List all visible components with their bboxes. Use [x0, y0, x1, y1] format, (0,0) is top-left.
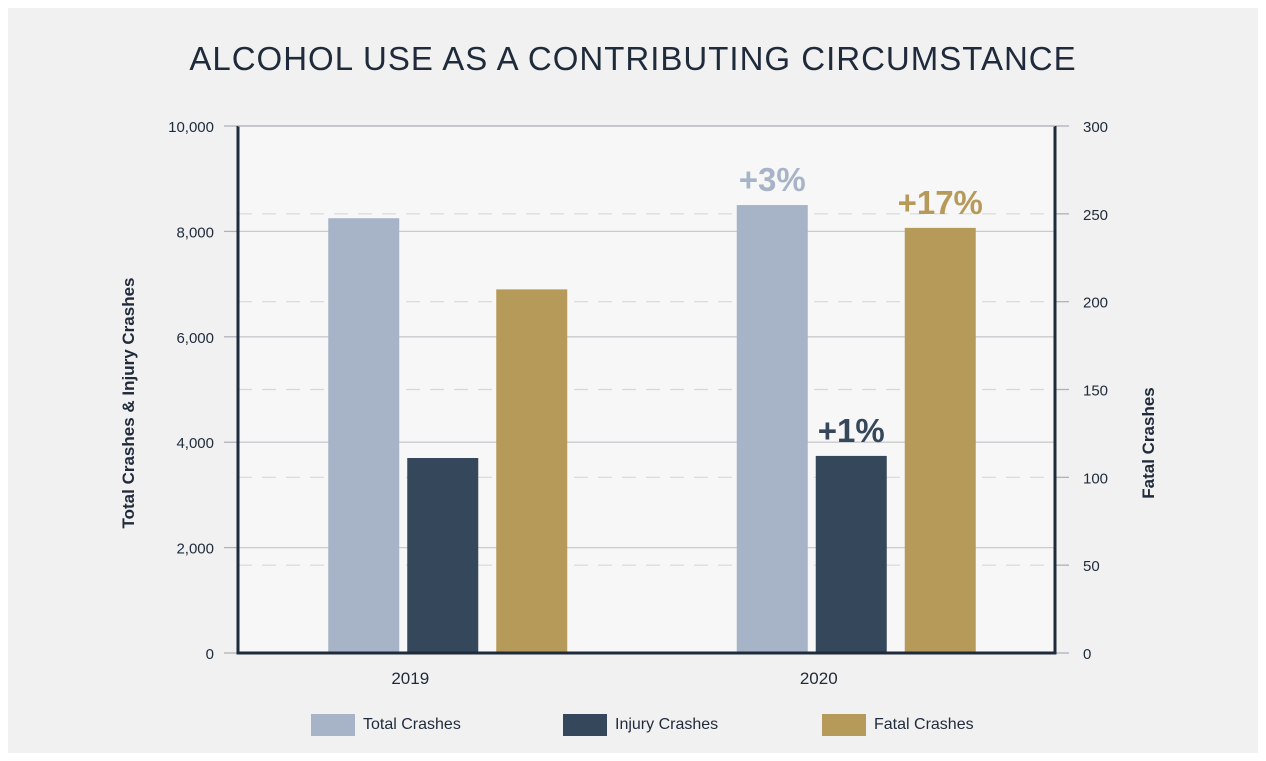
chart-title: ALCOHOL USE AS A CONTRIBUTING CIRCUMSTAN… [189, 40, 1077, 77]
y-right-axis-title: Fatal Crashes [1139, 387, 1158, 499]
bar-total-crashes-2019 [328, 218, 400, 653]
y-left-axis-title: Total Crashes & Injury Crashes [119, 278, 138, 529]
y-right-tick-label: 0 [1083, 646, 1091, 663]
data-label-injury-crashes-2020: +1% [818, 412, 885, 449]
y-left-tick-label: 8,000 [176, 224, 214, 241]
y-left-tick-label: 2,000 [176, 541, 214, 558]
y-right-tick-label: 200 [1083, 295, 1108, 312]
y-right-tick-label: 300 [1083, 119, 1108, 136]
x-tick-label-2019: 2019 [391, 669, 429, 688]
x-tick-label-2020: 2020 [800, 669, 838, 688]
bar-fatal-crashes-2019 [496, 289, 568, 653]
bar-injury-crashes-2019 [407, 458, 479, 653]
legend-swatch-injury-crashes [563, 714, 607, 736]
legend: Total Crashes Injury Crashes Fatal Crash… [0, 714, 1266, 740]
y-left-tick-label: 0 [206, 646, 214, 663]
y-left-tick-label: 4,000 [176, 435, 214, 452]
legend-item-fatal-crashes: Fatal Crashes [822, 714, 974, 736]
legend-item-total-crashes: Total Crashes [311, 714, 461, 736]
legend-label-total-crashes: Total Crashes [363, 716, 461, 733]
y-right-tick-label: 100 [1083, 470, 1108, 487]
y-right-tick-label: 150 [1083, 383, 1108, 400]
legend-item-injury-crashes: Injury Crashes [563, 714, 718, 736]
legend-label-injury-crashes: Injury Crashes [615, 716, 719, 733]
bar-fatal-crashes-2020 [904, 227, 976, 654]
y-right-tick-label: 50 [1083, 558, 1100, 575]
y-left-tick-label: 10,000 [168, 119, 214, 136]
legend-swatch-fatal-crashes [822, 714, 866, 736]
bar-injury-crashes-2020 [815, 455, 887, 653]
y-left-tick-label: 6,000 [176, 330, 214, 347]
legend-label-fatal-crashes: Fatal Crashes [874, 716, 974, 733]
data-label-fatal-crashes-2020: +17% [898, 184, 983, 221]
legend-swatch-total-crashes [311, 714, 355, 736]
bar-total-crashes-2020 [736, 205, 808, 654]
y-right-tick-label: 250 [1083, 207, 1108, 224]
data-label-total-crashes-2020: +3% [739, 161, 806, 198]
